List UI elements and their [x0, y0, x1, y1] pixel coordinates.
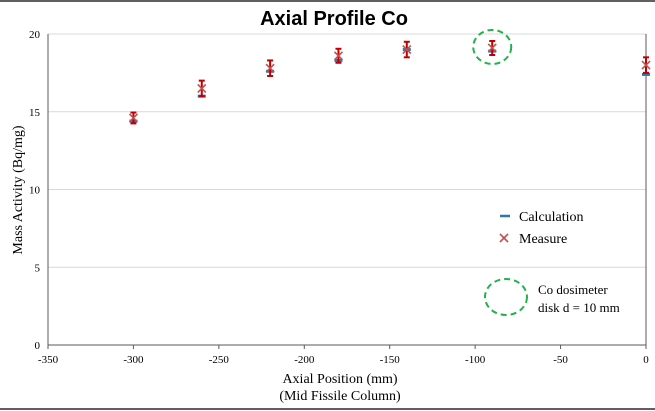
x-tick-label-7: 0	[643, 354, 649, 366]
legend: Calculation Measure	[499, 210, 584, 247]
x-axis-label: Axial Position (mm)	[282, 372, 397, 387]
x-tick-label-6: -50	[553, 354, 568, 366]
annotation-line-2: disk d = 10 mm	[538, 300, 620, 315]
measure-point-4	[402, 44, 412, 55]
y-axis-label: Mass Activity (Bq/mg)	[11, 125, 26, 254]
annotation-legend-circle	[484, 278, 528, 316]
x-tick-label-3: -200	[294, 354, 315, 366]
gridlines	[48, 33, 646, 268]
measure-point-1	[197, 83, 207, 93]
annotation-legend: Co dosimeter disk d = 10 mm	[484, 278, 620, 316]
x-tick-label-2: -250	[209, 354, 230, 366]
measure-point-2	[265, 63, 275, 73]
x-tick-label-5: -100	[465, 354, 486, 366]
y-tick-label-3: 15	[29, 107, 41, 119]
x-tick-label-0: -350	[38, 354, 59, 366]
x-tick-label-4: -150	[380, 354, 401, 366]
legend-measure-label: Measure	[519, 232, 567, 247]
y-tick-label-2: 10	[29, 185, 41, 197]
series-calculation	[129, 48, 650, 123]
legend-calculation-label: Calculation	[519, 210, 584, 225]
co-dosimeter-highlight-circle	[472, 28, 513, 65]
measure-point-6	[641, 60, 651, 70]
axes	[47, 34, 647, 349]
series-measure	[128, 39, 651, 125]
x-tick-label-1: -300	[123, 354, 144, 366]
x-axis-sublabel: (Mid Fissile Column)	[279, 389, 401, 404]
y-tick-label-1: 5	[35, 262, 41, 274]
y-tick-labels: 0 5 10 15 20	[29, 29, 41, 352]
measure-point-3	[333, 51, 344, 61]
legend-measure-marker	[499, 233, 509, 243]
measure-point-0	[128, 113, 138, 123]
y-tick-label-4: 20	[29, 29, 41, 41]
annotation-line-1: Co dosimeter	[538, 282, 608, 297]
x-tick-labels: -350 -300 -250 -200 -150 -100 -50 0	[38, 354, 649, 366]
chart-title: Axial Profile Co	[260, 8, 408, 30]
y-tick-label-0: 0	[35, 340, 41, 352]
annotation-marks	[472, 28, 513, 65]
measure-point-5	[487, 43, 497, 53]
